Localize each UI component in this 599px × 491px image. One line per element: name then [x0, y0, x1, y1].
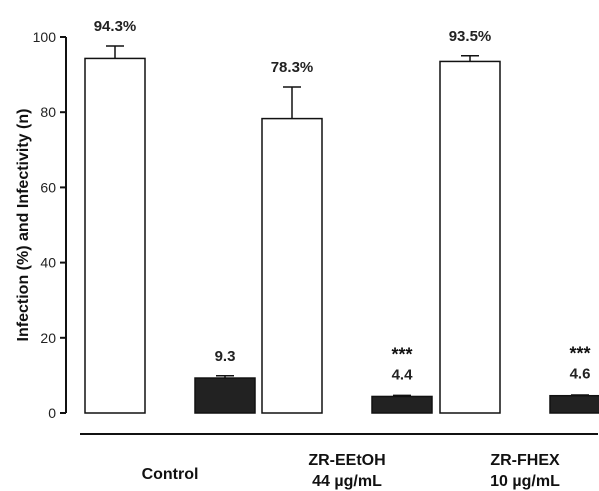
bar: [549, 394, 599, 414]
significance-marker: ***: [391, 344, 412, 364]
category-label: ZR-FHEX: [490, 452, 560, 469]
y-tick-label: 100: [33, 29, 57, 45]
bar: [84, 57, 146, 414]
data-label: 78.3%: [271, 59, 314, 76]
category-label: ZR-EEtOH: [308, 452, 385, 469]
data-label: 93.5%: [449, 28, 492, 45]
y-tick-label: 60: [40, 179, 56, 195]
bar: [371, 395, 433, 414]
y-tick-label: 0: [48, 405, 56, 421]
significance-marker: ***: [569, 344, 590, 364]
y-tick-label: 20: [40, 330, 56, 346]
category-label: 10 µg/mL: [490, 473, 560, 490]
labels: 94.3% 9.3 Control 78.3% 4.4 *** ZR-EEtOH 44 µg/…: [94, 18, 591, 490]
axes: 0 20 40 60 80 100: [33, 29, 598, 435]
bar: [261, 117, 323, 414]
data-label: 4.6: [570, 366, 591, 383]
bar: [439, 60, 501, 414]
category-label: Control: [142, 466, 199, 483]
y-axis-title: Infection (%) and Infectivity (n): [15, 109, 32, 342]
data-label: 4.4: [392, 366, 414, 383]
bars: [84, 45, 599, 414]
category-label: 44 µg/mL: [312, 473, 382, 490]
bar: [194, 377, 256, 414]
y-tick-label: 40: [40, 255, 56, 271]
data-label: 94.3%: [94, 18, 137, 35]
y-tick-label: 80: [40, 104, 56, 120]
data-label: 9.3: [215, 348, 236, 365]
